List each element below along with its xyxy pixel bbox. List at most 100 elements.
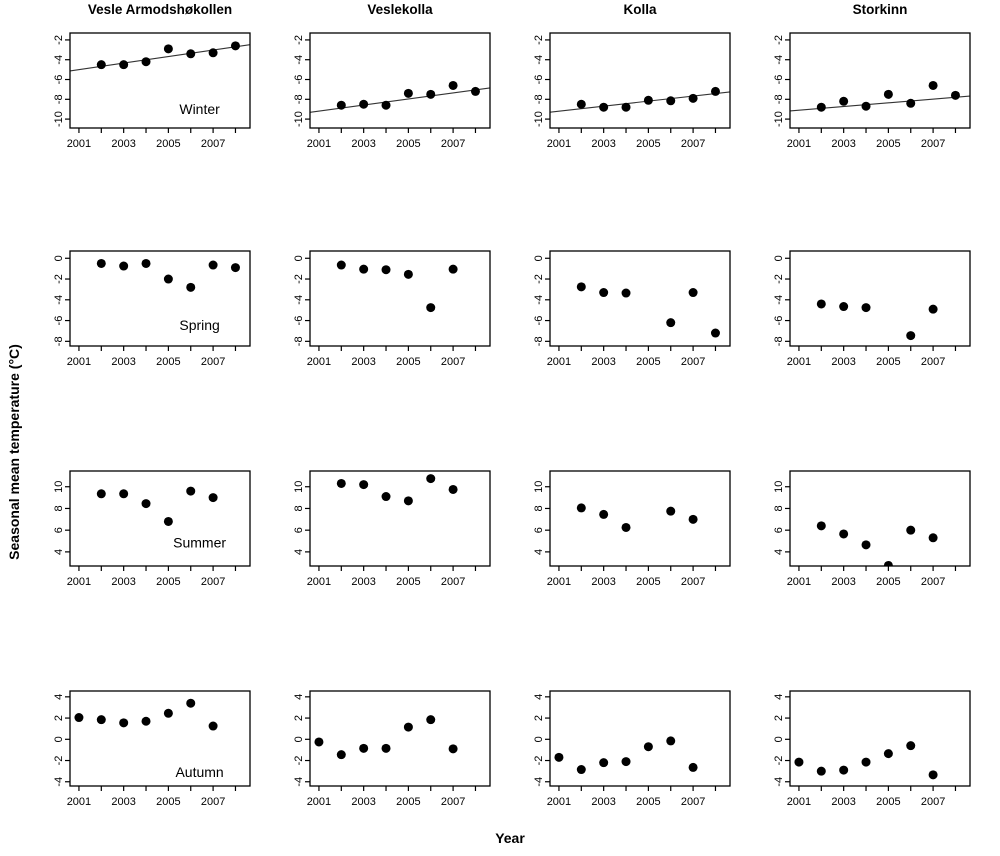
- data-point: [688, 93, 698, 103]
- x-axis-tick-label: 2007: [201, 576, 225, 588]
- data-point: [666, 506, 676, 516]
- x-axis-tick-label: 2003: [111, 796, 135, 808]
- data-point: [426, 474, 436, 484]
- x-axis-tick-label: 2003: [591, 796, 615, 808]
- data-point: [906, 741, 916, 751]
- data-point: [688, 514, 698, 524]
- x-axis-tick-label: 2003: [591, 576, 615, 588]
- x-axis-tick-label: 2003: [351, 356, 375, 368]
- data-point: [381, 100, 391, 110]
- column-title-vesle-armodsh-kollen: Vesle Armodshøkollen: [87, 2, 233, 17]
- panel-winter-veslekolla: 2001 2003 2005 2007 -10 -8 -6 -4 -2: [293, 32, 491, 150]
- y-axis-tick-label: 8: [293, 505, 305, 511]
- y-axis-tick-label: 0: [53, 736, 65, 742]
- panel-autumn-vesle-armodsh-kollen: 2001 2003 2005 2007 -4 -2 0 2 4 Autumn: [53, 690, 251, 808]
- x-axis-tick-label: 2007: [681, 796, 705, 808]
- y-axis-tick-label: -8: [53, 94, 65, 104]
- y-axis-tick-label: 10: [293, 481, 305, 493]
- data-point: [576, 503, 586, 513]
- data-point: [470, 86, 480, 96]
- data-point: [96, 60, 106, 70]
- data-point: [359, 264, 369, 274]
- x-axis-tick-label: 2007: [441, 138, 465, 150]
- x-axis-tick-label: 2007: [681, 576, 705, 588]
- data-point: [839, 96, 849, 106]
- y-axis-tick-label: -8: [293, 336, 305, 346]
- data-point: [576, 99, 586, 109]
- x-axis-label: Year: [495, 830, 525, 846]
- y-axis-tick-label: -4: [53, 55, 65, 65]
- panel-winter-kolla: 2001 2003 2005 2007 -10 -8 -6 -4 -2: [533, 32, 731, 150]
- panel-spring-kolla: 2001 2003 2005 2007 -8 -6 -4 -2 0: [533, 250, 731, 368]
- plot-box: [69, 470, 251, 567]
- data-point: [688, 288, 698, 298]
- x-axis-tick-label: 2001: [547, 138, 571, 150]
- panel-summer-veslekolla: 2001 2003 2005 2007 4 6 8 10: [293, 470, 491, 588]
- y-axis-tick-label: 0: [773, 736, 785, 742]
- data-point: [163, 274, 173, 284]
- y-axis-tick-label: 0: [533, 736, 545, 742]
- y-axis-tick-label: 10: [533, 481, 545, 493]
- data-point: [186, 282, 196, 292]
- x-axis-tick-label: 2003: [111, 576, 135, 588]
- data-point: [666, 318, 676, 328]
- data-point: [883, 749, 893, 759]
- panel-summer-vesle-armodsh-kollen: 2001 2003 2005 2007 4 6 8 10 Summer: [53, 470, 251, 588]
- season-label: Autumn: [175, 764, 223, 780]
- y-axis-tick-label: -8: [533, 94, 545, 104]
- y-axis-tick-label: -8: [293, 94, 305, 104]
- data-point: [381, 743, 391, 753]
- column-title-kolla: Kolla: [623, 2, 657, 17]
- plot-box: [549, 250, 731, 347]
- y-axis-tick-label: -4: [293, 777, 305, 787]
- y-axis-tick-label: 4: [293, 549, 305, 555]
- x-axis-tick-label: 2007: [681, 138, 705, 150]
- data-point: [403, 496, 413, 506]
- plot-box: [309, 250, 491, 347]
- y-axis-tick-label: 10: [53, 481, 65, 493]
- data-point: [928, 770, 938, 780]
- x-axis-tick-label: 2007: [201, 796, 225, 808]
- data-point: [403, 88, 413, 98]
- data-point: [599, 102, 609, 112]
- data-point: [816, 102, 826, 112]
- panel-summer-storkinn: 2001 2003 2005 2007 4 6 8 10: [773, 470, 971, 588]
- data-point: [861, 540, 871, 550]
- data-point: [928, 533, 938, 543]
- trend-line: [550, 91, 730, 113]
- data-point: [208, 493, 218, 503]
- y-axis-tick-label: -4: [533, 777, 545, 787]
- data-point: [928, 80, 938, 90]
- x-axis-tick-label: 2007: [441, 576, 465, 588]
- y-axis-tick-label: 4: [53, 549, 65, 555]
- y-axis-tick-label: 0: [773, 255, 785, 261]
- data-point: [816, 299, 826, 309]
- y-axis-tick-label: 2: [533, 715, 545, 721]
- data-point: [448, 484, 458, 494]
- data-point: [599, 758, 609, 768]
- column-title-storkinn: Storkinn: [852, 2, 908, 17]
- data-point: [208, 260, 218, 270]
- y-axis-tick-label: 4: [533, 694, 545, 700]
- plot-box: [549, 470, 731, 567]
- x-axis-tick-label: 2003: [591, 356, 615, 368]
- plot-box: [69, 690, 251, 787]
- x-axis-tick-label: 2005: [636, 796, 660, 808]
- y-axis-tick-label: -2: [293, 756, 305, 766]
- data-point: [74, 713, 84, 723]
- y-axis-tick-label: -8: [773, 94, 785, 104]
- y-axis-tick-label: -8: [773, 336, 785, 346]
- plot-box: [69, 32, 251, 129]
- y-axis-tick-label: -10: [293, 111, 305, 127]
- data-point: [141, 57, 151, 67]
- data-point: [576, 282, 586, 292]
- x-axis-tick-label: 2001: [307, 356, 331, 368]
- data-point: [666, 96, 676, 106]
- x-axis-tick-label: 2007: [921, 356, 945, 368]
- data-point: [163, 516, 173, 526]
- plot-box: [309, 690, 491, 787]
- plot-box: [69, 250, 251, 347]
- y-axis-tick-label: -2: [53, 35, 65, 45]
- y-axis-tick-label: -6: [293, 75, 305, 85]
- x-axis-tick-label: 2005: [396, 138, 420, 150]
